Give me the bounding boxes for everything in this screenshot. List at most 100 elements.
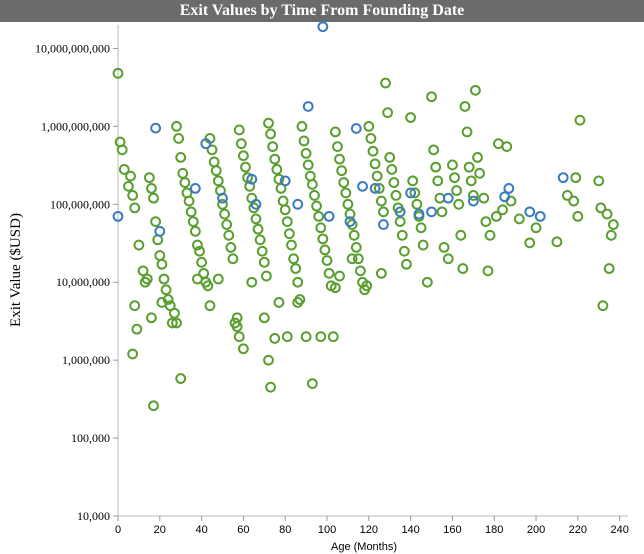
data-point-green xyxy=(189,225,201,237)
data-point-green xyxy=(152,234,164,246)
plot-area: 10,000 100,000 1,000,000 10,000,000 100,000,… xyxy=(35,21,629,536)
data-point-green xyxy=(336,165,348,177)
data-point-green xyxy=(430,161,442,173)
data-point-green xyxy=(292,297,304,308)
data-point-green xyxy=(501,141,513,153)
data-point-green xyxy=(388,177,400,188)
data-point-green xyxy=(382,107,394,119)
data-point-green xyxy=(593,175,605,187)
data-point-blue xyxy=(534,210,546,222)
data-point-green xyxy=(375,195,387,207)
data-point-green xyxy=(513,213,525,225)
data-point-green xyxy=(470,84,481,96)
data-point-green xyxy=(415,222,427,234)
data-point-green xyxy=(212,175,224,187)
data-point-green xyxy=(365,133,377,144)
chart-title-bar xyxy=(0,0,644,22)
data-point-green xyxy=(380,77,391,89)
data-point-green xyxy=(371,170,383,182)
data-point-green xyxy=(175,373,187,384)
data-point-green xyxy=(225,241,237,253)
data-point-green xyxy=(223,229,235,241)
data-point-blue xyxy=(112,210,124,222)
x-tick-label: 120 xyxy=(360,524,378,536)
data-point-green xyxy=(127,348,139,360)
data-point-green xyxy=(125,170,136,182)
data-point-green xyxy=(355,265,366,277)
data-point-green xyxy=(160,284,172,296)
data-point-green xyxy=(373,182,385,194)
x-tick-label: 200 xyxy=(527,524,545,536)
data-point-green xyxy=(524,237,536,249)
data-point-green xyxy=(474,167,485,179)
data-point-green xyxy=(187,216,199,227)
data-point-green xyxy=(344,208,356,220)
data-point-blue xyxy=(394,206,406,218)
data-point-green xyxy=(194,245,205,257)
data-point-green xyxy=(204,300,216,312)
data-point-green xyxy=(352,253,364,265)
data-point-green xyxy=(463,161,475,173)
data-point-green xyxy=(258,312,270,324)
data-point-green xyxy=(601,208,613,220)
data-point-green xyxy=(127,190,139,201)
data-point-green xyxy=(252,223,264,235)
data-point-green xyxy=(309,190,320,201)
y-tick-label: 1,000,000,000 xyxy=(41,119,110,133)
data-point-green xyxy=(428,144,440,156)
data-point-green xyxy=(238,150,249,162)
data-point-blue xyxy=(369,182,381,194)
x-tick-label: 40 xyxy=(195,524,207,536)
data-point-green xyxy=(447,159,458,171)
y-tick-label: 10,000,000,000 xyxy=(35,41,110,55)
data-point-green xyxy=(311,200,322,212)
data-point-blue xyxy=(405,187,417,199)
data-point-green xyxy=(269,153,281,165)
x-tick-label: 60 xyxy=(237,524,249,536)
data-point-green xyxy=(306,179,318,190)
data-point-green xyxy=(480,216,492,227)
data-point-blue xyxy=(246,173,258,185)
data-point-green xyxy=(250,213,262,225)
data-point-green xyxy=(143,172,155,184)
x-tick-label: 220 xyxy=(569,524,587,536)
data-point-green xyxy=(300,331,312,343)
data-point-green xyxy=(292,276,304,288)
data-point-green xyxy=(319,244,331,256)
data-point-green xyxy=(158,273,170,285)
data-point-green xyxy=(271,164,283,175)
data-point-green xyxy=(171,317,182,329)
data-point-blue xyxy=(317,21,329,33)
y-tick-label: 100,000 xyxy=(71,431,110,445)
data-point-green xyxy=(133,239,145,251)
data-point-green xyxy=(375,267,387,279)
x-tick-label: 80 xyxy=(279,524,291,536)
data-point-green xyxy=(490,210,502,222)
data-point-green xyxy=(574,114,586,126)
data-point-green xyxy=(411,198,423,210)
data-point-green xyxy=(146,312,157,324)
y-axis-title: Exit Value ($USD) xyxy=(8,213,24,327)
data-point-green xyxy=(455,229,467,241)
data-point-blue xyxy=(250,198,262,210)
data-point-green xyxy=(273,297,285,308)
data-point-green xyxy=(281,216,293,227)
data-point-green xyxy=(478,192,490,204)
data-point-green xyxy=(233,331,245,343)
data-point-green xyxy=(235,138,247,150)
data-point-green xyxy=(137,265,149,277)
data-point-green xyxy=(332,141,343,153)
data-point-green xyxy=(315,331,327,343)
x-tick-label: 20 xyxy=(154,524,166,536)
data-point-blue xyxy=(150,122,162,134)
data-point-green xyxy=(453,198,465,210)
data-point-green xyxy=(570,172,582,184)
data-point-blue xyxy=(524,206,536,218)
data-point-green xyxy=(467,190,479,201)
data-point-green xyxy=(436,206,448,218)
data-point-green xyxy=(306,378,318,390)
data-point-green xyxy=(146,182,157,194)
data-point-green xyxy=(398,245,410,257)
data-point-blue xyxy=(189,182,201,194)
data-point-green xyxy=(607,219,619,230)
